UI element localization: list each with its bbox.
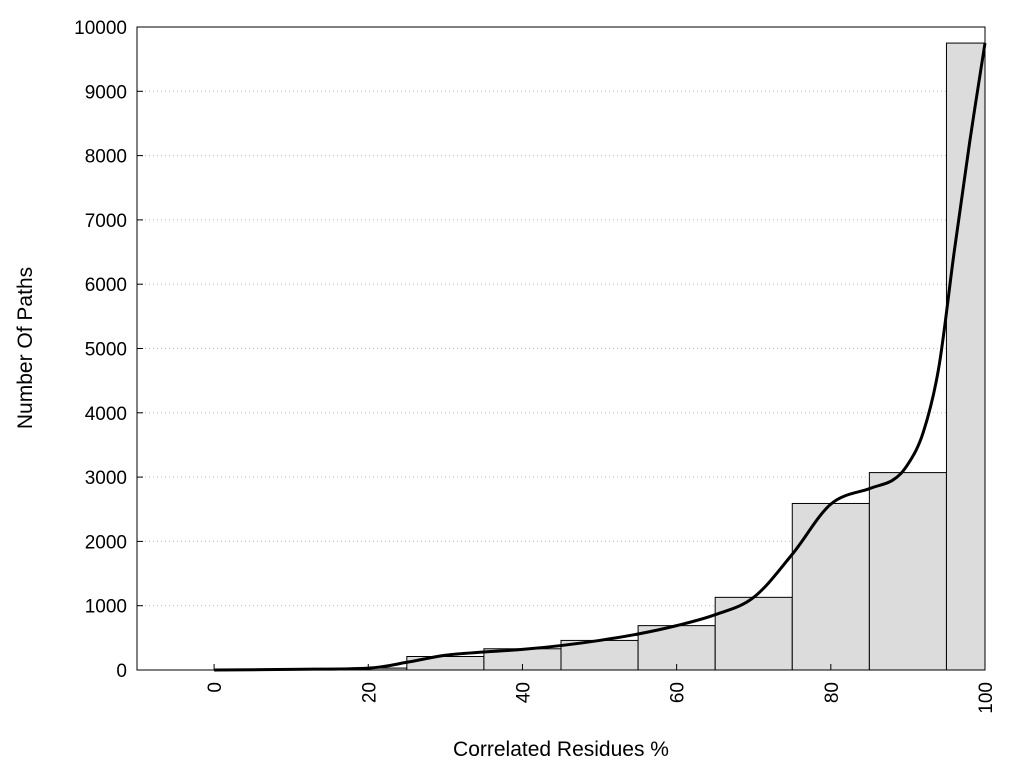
y-tick-label: 5000 [85,340,127,361]
y-tick-label: 7000 [85,211,127,232]
x-tick-label: 0 [205,682,226,693]
x-tick-label: 100 [976,682,997,714]
y-axis-ticks: 0 1000 2000 3000 4000 5000 6000 7000 8000 9000 100… [74,18,143,682]
y-tick-label: 3000 [85,468,127,489]
y-gridlines [137,90,985,607]
histogram-bar [868,472,947,671]
y-tick-label: 2000 [85,532,127,553]
histogram-bars [213,42,986,671]
y-axis-label: Number Of Paths [14,267,37,429]
x-axis-ticks: 0 20 40 60 80 100 [205,664,997,714]
histogram-bar [791,502,870,671]
histogram-bar [637,625,716,671]
y-tick-label: 4000 [85,404,127,425]
x-tick-label: 40 [513,682,534,703]
trend-curve [214,42,987,672]
x-tick-label: 20 [359,682,380,703]
histogram-bar [945,42,986,671]
x-tick-label: 80 [822,682,843,703]
y-tick-label: 0 [116,661,127,682]
y-tick-label: 9000 [85,82,127,103]
y-tick-label: 8000 [85,147,127,168]
y-tick-label: 1000 [85,597,127,618]
x-tick-label: 60 [668,682,689,703]
histogram-bar [406,655,485,671]
histogram-bar [714,596,793,671]
y-tick-label: 6000 [85,275,127,296]
y-tick-label: 10000 [74,18,127,39]
x-axis-label: Correlated Residues % [453,738,669,761]
